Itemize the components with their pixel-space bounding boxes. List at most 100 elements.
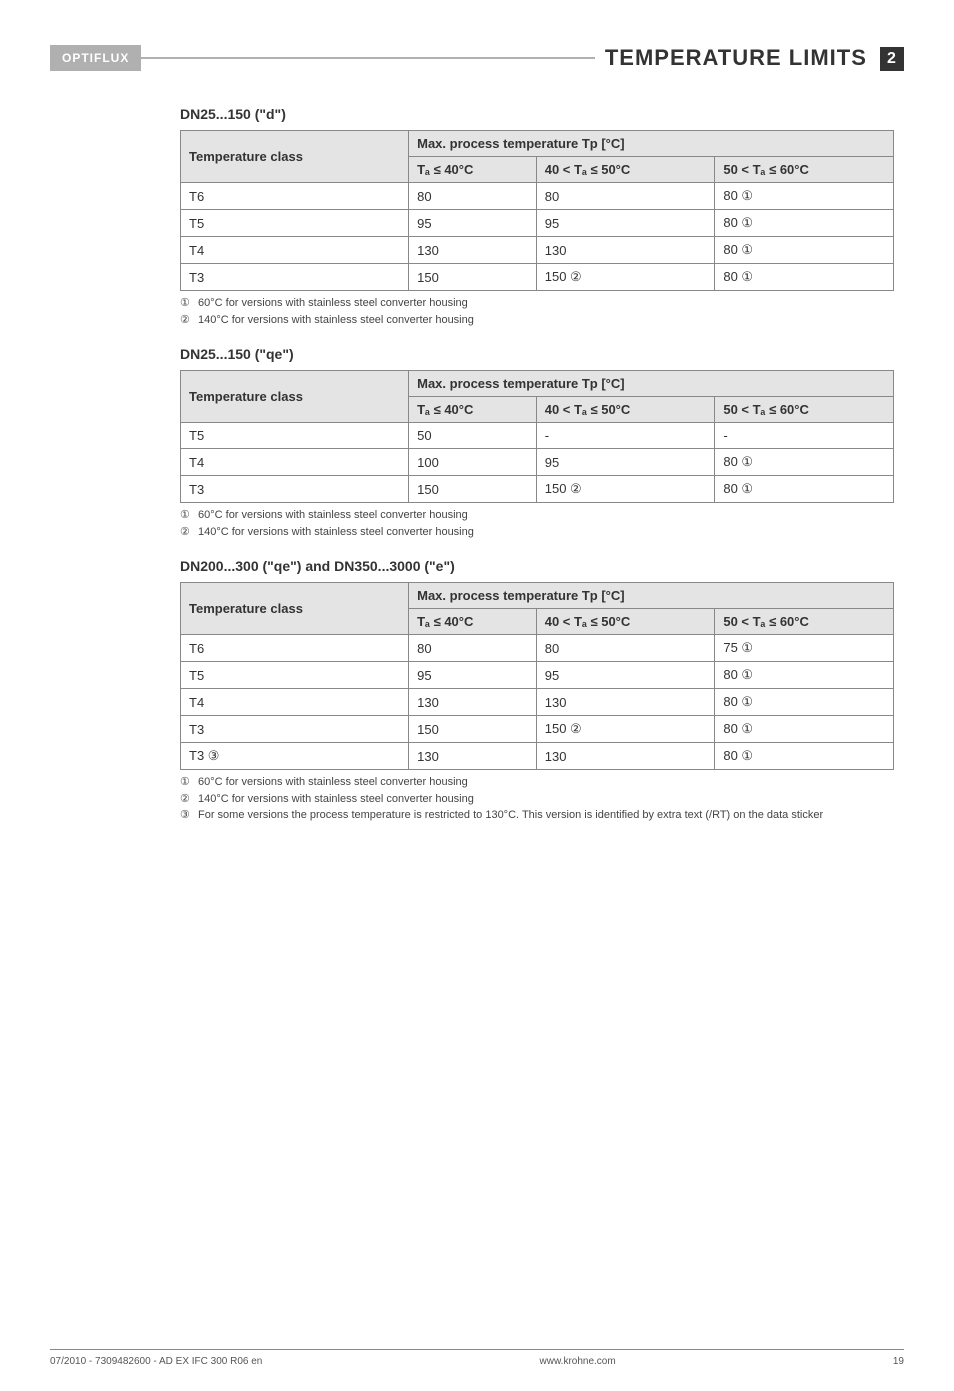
content-area: DN25...150 ("d") Temperature class Max. … <box>180 106 894 824</box>
cell: T3 <box>181 476 409 503</box>
footnote-mark: ① <box>180 507 198 524</box>
cell: 80 ① <box>715 237 894 264</box>
table-row: T3150150 ②80 ① <box>181 264 894 291</box>
th-main: Max. process temperature Tp [°C] <box>409 371 894 397</box>
cell: T4 <box>181 237 409 264</box>
table-row: T5959580 ① <box>181 210 894 237</box>
footnotes-2: ①60°C for versions with stainless steel … <box>180 507 894 540</box>
th-col1: Tₐ ≤ 40°C <box>409 397 537 423</box>
th-class: Temperature class <box>181 131 409 183</box>
cell: 150 <box>409 476 537 503</box>
cell: 80 ① <box>715 743 894 770</box>
footer-left: 07/2010 - 7309482600 - AD EX IFC 300 R06… <box>50 1356 262 1367</box>
th-col2: 40 < Tₐ ≤ 50°C <box>536 609 715 635</box>
cell: 80 <box>536 635 715 662</box>
footnote-text: For some versions the process temperatur… <box>198 807 823 824</box>
th-col2: 40 < Tₐ ≤ 50°C <box>536 157 715 183</box>
cell: 80 <box>409 635 537 662</box>
th-col2: 40 < Tₐ ≤ 50°C <box>536 397 715 423</box>
cell: T3 ③ <box>181 743 409 770</box>
table-row: T41009580 ① <box>181 449 894 476</box>
cell: T6 <box>181 183 409 210</box>
th-main: Max. process temperature Tp [°C] <box>409 131 894 157</box>
cell: 150 ② <box>536 476 715 503</box>
footnote-mark: ① <box>180 295 198 312</box>
table-2: Temperature class Max. process temperatu… <box>180 370 894 503</box>
cell: 95 <box>536 210 715 237</box>
cell: 100 <box>409 449 537 476</box>
table-row: T550-- <box>181 423 894 449</box>
cell: T5 <box>181 210 409 237</box>
cell: 130 <box>536 689 715 716</box>
cell: 95 <box>536 662 715 689</box>
cell: 130 <box>409 689 537 716</box>
cell: 130 <box>536 743 715 770</box>
section-title-3: DN200...300 ("qe") and DN350...3000 ("e"… <box>180 558 894 574</box>
section-title-1: DN25...150 ("d") <box>180 106 894 122</box>
cell: T6 <box>181 635 409 662</box>
table-row: T3150150 ②80 ① <box>181 716 894 743</box>
th-col1: Tₐ ≤ 40°C <box>409 609 537 635</box>
table-row: T5959580 ① <box>181 662 894 689</box>
footnote-text: 140°C for versions with stainless steel … <box>198 312 474 329</box>
footnote-text: 140°C for versions with stainless steel … <box>198 524 474 541</box>
table-row: T413013080 ① <box>181 237 894 264</box>
footnote-text: 140°C for versions with stainless steel … <box>198 791 474 808</box>
cell: 80 ① <box>715 264 894 291</box>
cell: 80 <box>536 183 715 210</box>
table-row: T413013080 ① <box>181 689 894 716</box>
cell: T5 <box>181 662 409 689</box>
cell: 80 ① <box>715 689 894 716</box>
cell: 80 ① <box>715 476 894 503</box>
table-row: T3 ③13013080 ① <box>181 743 894 770</box>
cell: - <box>715 423 894 449</box>
cell: 80 ① <box>715 716 894 743</box>
footnotes-1: ①60°C for versions with stainless steel … <box>180 295 894 328</box>
cell: 80 ① <box>715 449 894 476</box>
cell: 130 <box>409 237 537 264</box>
th-main: Max. process temperature Tp [°C] <box>409 583 894 609</box>
footnote-mark: ② <box>180 312 198 329</box>
footnote-text: 60°C for versions with stainless steel c… <box>198 295 468 312</box>
cell: 80 ① <box>715 210 894 237</box>
footnote-mark: ② <box>180 524 198 541</box>
cell: 95 <box>536 449 715 476</box>
page-title: TEMPERATURE LIMITS 2 <box>605 45 904 71</box>
th-class: Temperature class <box>181 583 409 635</box>
th-col1: Tₐ ≤ 40°C <box>409 157 537 183</box>
table-row: T3150150 ②80 ① <box>181 476 894 503</box>
cell: 95 <box>409 662 537 689</box>
page-footer: 07/2010 - 7309482600 - AD EX IFC 300 R06… <box>50 1349 904 1367</box>
cell: T3 <box>181 264 409 291</box>
footer-right: 19 <box>893 1356 904 1367</box>
cell: 150 <box>409 716 537 743</box>
th-col3: 50 < Tₐ ≤ 60°C <box>715 157 894 183</box>
cell: 150 ② <box>536 716 715 743</box>
cell: 130 <box>409 743 537 770</box>
footnotes-3: ①60°C for versions with stainless steel … <box>180 774 894 824</box>
footnote-mark: ② <box>180 791 198 808</box>
section-title-2: DN25...150 ("qe") <box>180 346 894 362</box>
title-text: TEMPERATURE LIMITS <box>605 45 867 70</box>
cell: 80 ① <box>715 183 894 210</box>
cell: 95 <box>409 210 537 237</box>
cell: 80 <box>409 183 537 210</box>
table-row: T6808080 ① <box>181 183 894 210</box>
chapter-badge: 2 <box>880 47 904 71</box>
footer-center: www.krohne.com <box>540 1356 616 1367</box>
cell: T4 <box>181 449 409 476</box>
th-col3: 50 < Tₐ ≤ 60°C <box>715 397 894 423</box>
footnote-text: 60°C for versions with stainless steel c… <box>198 774 468 791</box>
cell: T5 <box>181 423 409 449</box>
cell: 75 ① <box>715 635 894 662</box>
brand-label: OPTIFLUX <box>50 45 141 71</box>
cell: 130 <box>536 237 715 264</box>
cell: 50 <box>409 423 537 449</box>
table-1: Temperature class Max. process temperatu… <box>180 130 894 291</box>
cell: T3 <box>181 716 409 743</box>
cell: T4 <box>181 689 409 716</box>
cell: - <box>536 423 715 449</box>
table-row: T6808075 ① <box>181 635 894 662</box>
th-class: Temperature class <box>181 371 409 423</box>
cell: 80 ① <box>715 662 894 689</box>
